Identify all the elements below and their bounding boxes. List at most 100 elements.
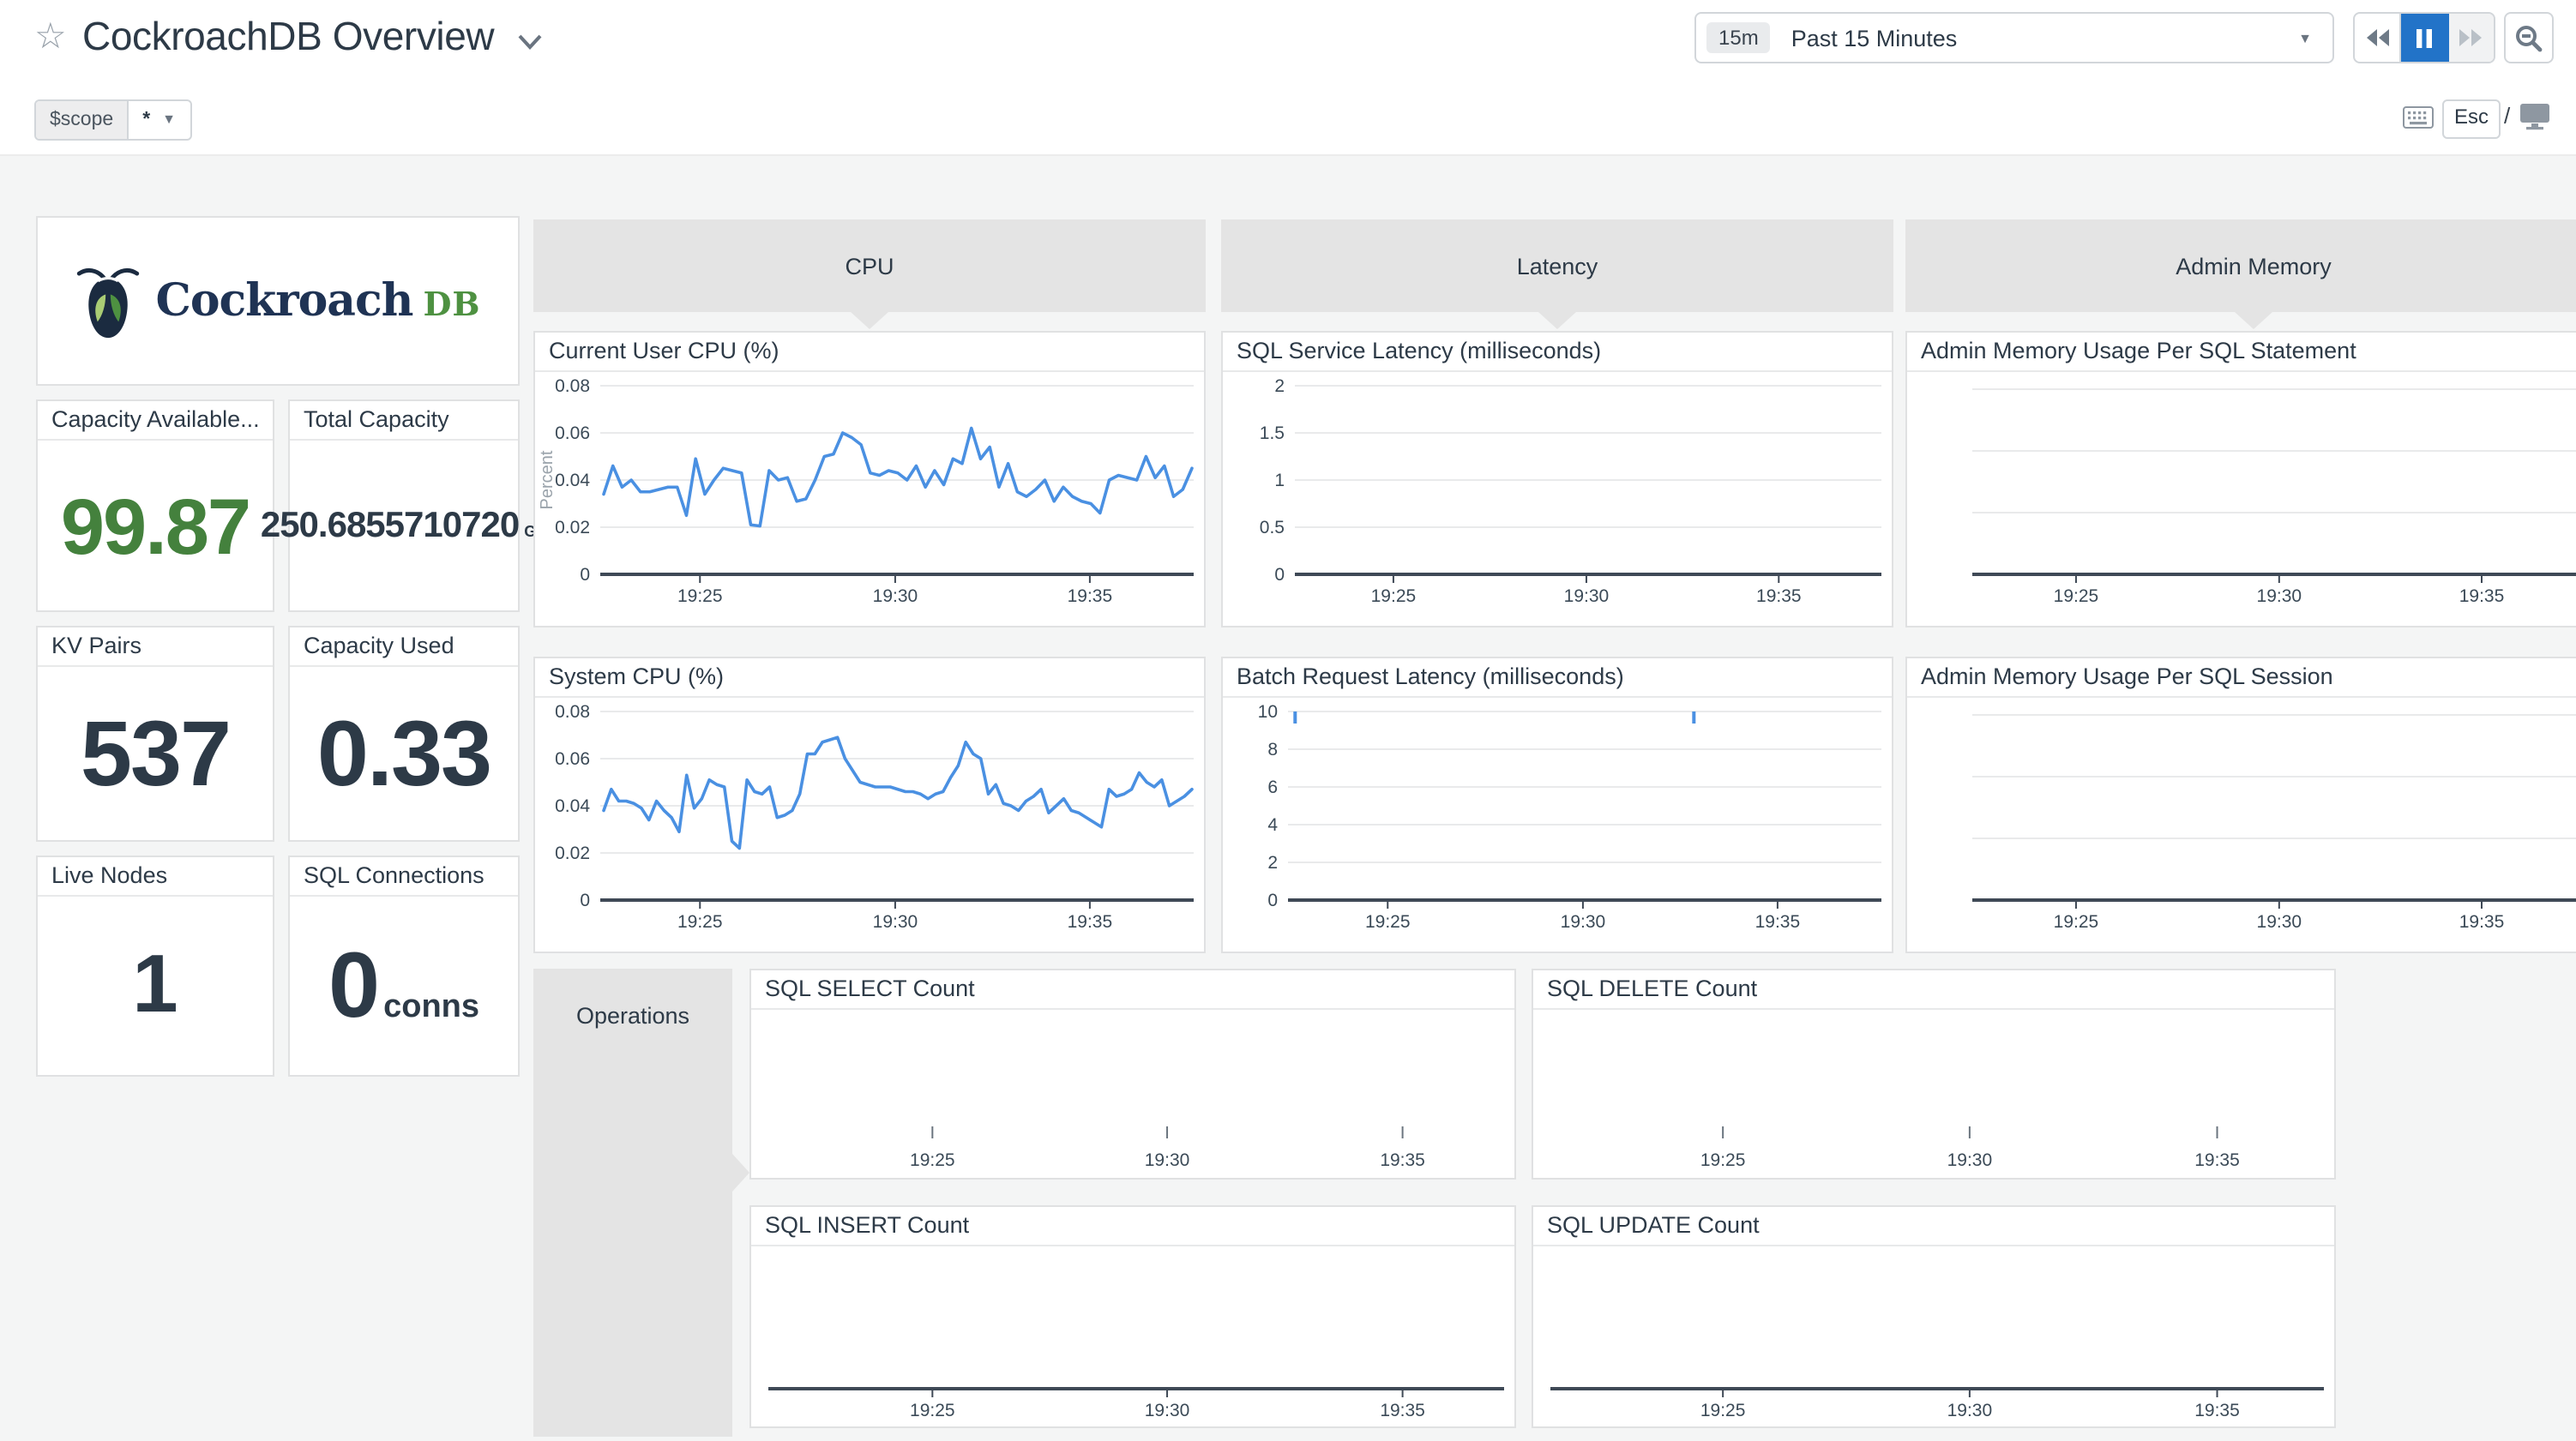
svg-text:0: 0 bbox=[1267, 891, 1278, 910]
time-range-selector[interactable]: 15m Past 15 Minutes ▼ bbox=[1694, 12, 2334, 63]
metric-sql-connections[interactable]: SQL Connections 0 conns bbox=[288, 856, 520, 1077]
chart-sql-delete-count[interactable]: 19:25 19:30 19:35 bbox=[1533, 1008, 2334, 1178]
chart-title: Current User CPU (%) bbox=[535, 333, 1204, 372]
chart-sql-insert-count[interactable]: 19:25 19:30 19:35 bbox=[751, 1245, 1514, 1426]
slash-separator: / bbox=[2504, 103, 2511, 129]
favorite-star-icon[interactable]: ☆ bbox=[34, 17, 67, 57]
panel-sql-insert-count[interactable]: SQL INSERT Count 19:25 19:30 19:35 bbox=[749, 1205, 1516, 1428]
panel-system-cpu[interactable]: System CPU (%) 0 0.02 0.04 0.06 0.08 19:25 19:… bbox=[533, 657, 1206, 953]
svg-text:0: 0 bbox=[1274, 565, 1285, 585]
group-header-cpu[interactable]: CPU bbox=[533, 219, 1206, 329]
svg-text:0.06: 0.06 bbox=[555, 749, 590, 769]
chart-title: SQL INSERT Count bbox=[751, 1207, 1514, 1246]
svg-text:19:25: 19:25 bbox=[1700, 1150, 1746, 1170]
svg-text:19:35: 19:35 bbox=[1380, 1401, 1425, 1420]
chart-title: Batch Request Latency (milliseconds) bbox=[1223, 658, 1892, 698]
chart-title: Admin Memory Usage Per SQL Session bbox=[1907, 658, 2576, 698]
caret-down-icon: ▼ bbox=[162, 111, 176, 127]
svg-text:19:25: 19:25 bbox=[1365, 912, 1411, 932]
panel-sql-select-count[interactable]: SQL SELECT Count 19:25 19:30 19:35 bbox=[749, 969, 1516, 1180]
svg-text:Percent: Percent bbox=[538, 450, 557, 509]
group-header-latency[interactable]: Latency bbox=[1221, 219, 1893, 329]
svg-text:19:35: 19:35 bbox=[2459, 912, 2505, 932]
metric-kv-pairs[interactable]: KV Pairs 537 bbox=[36, 626, 274, 842]
svg-text:0.02: 0.02 bbox=[555, 844, 590, 863]
metric-value: 250.6855710720 bbox=[260, 506, 520, 545]
metric-total-capacity[interactable]: Total Capacity 250.6855710720GB bbox=[261, 399, 547, 612]
svg-text:19:30: 19:30 bbox=[1564, 586, 1610, 606]
cockroach-bug-icon bbox=[76, 268, 139, 339]
chart-title: Admin Memory Usage Per SQL Statement bbox=[1907, 333, 2576, 372]
svg-text:19:25: 19:25 bbox=[910, 1401, 955, 1420]
metric-live-nodes[interactable]: Live Nodes 1 bbox=[36, 856, 274, 1077]
fast-forward-icon bbox=[2459, 29, 2483, 46]
panel-batch-request-latency[interactable]: Batch Request Latency (milliseconds) 0 2 4… bbox=[1221, 657, 1893, 953]
svg-text:19:30: 19:30 bbox=[1145, 1150, 1190, 1170]
svg-text:19:35: 19:35 bbox=[2194, 1401, 2240, 1420]
svg-text:19:35: 19:35 bbox=[1068, 912, 1113, 932]
metric-unit: conns bbox=[383, 989, 479, 1025]
chart-sql-update-count[interactable]: 19:25 19:30 19:35 bbox=[1533, 1245, 2334, 1426]
group-header-admin-memory[interactable]: Admin Memory bbox=[1905, 219, 2576, 329]
chart-current-user-cpu[interactable]: 0 0.02 0.04 0.06 0.08 19:25 19:30 19:35 Percent bbox=[535, 370, 1204, 626]
chart-system-cpu[interactable]: 0 0.02 0.04 0.06 0.08 19:25 19:30 19:35 bbox=[535, 696, 1204, 952]
svg-text:19:30: 19:30 bbox=[1947, 1401, 1993, 1420]
chart-title: SQL DELETE Count bbox=[1533, 970, 2334, 1010]
chart-title: SQL SELECT Count bbox=[751, 970, 1514, 1010]
svg-text:19:30: 19:30 bbox=[873, 586, 918, 606]
fast-forward-button[interactable] bbox=[2448, 14, 2494, 62]
group-pointer bbox=[1538, 312, 1576, 329]
panel-admin-memory-statement[interactable]: Admin Memory Usage Per SQL Statement 19:… bbox=[1905, 331, 2576, 627]
metric-value: 1 bbox=[132, 940, 178, 1030]
logo-wordmark: Cockroach bbox=[155, 275, 413, 327]
pause-button[interactable] bbox=[2401, 14, 2449, 62]
group-title: CPU bbox=[845, 253, 894, 279]
cockroachdb-logo-card[interactable]: Cockroach DB bbox=[36, 216, 520, 386]
chevron-down-icon[interactable] bbox=[518, 14, 542, 60]
svg-text:0: 0 bbox=[580, 565, 590, 585]
svg-text:0.5: 0.5 bbox=[1260, 518, 1285, 537]
page-title: CockroachDB Overview bbox=[82, 14, 542, 60]
svg-text:1.5: 1.5 bbox=[1260, 423, 1285, 443]
rewind-icon bbox=[2366, 29, 2389, 46]
svg-text:0.04: 0.04 bbox=[555, 471, 590, 490]
panel-sql-service-latency[interactable]: SQL Service Latency (milliseconds) 0 0.5 1… bbox=[1221, 331, 1893, 627]
panel-sql-update-count[interactable]: SQL UPDATE Count 19:25 19:30 19:35 bbox=[1532, 1205, 2336, 1428]
svg-text:19:25: 19:25 bbox=[2054, 912, 2099, 932]
svg-text:19:35: 19:35 bbox=[1755, 912, 1801, 932]
chart-batch-request-latency[interactable]: 0 2 4 6 8 10 19:25 19:30 19:35 bbox=[1223, 696, 1892, 952]
template-variable-scope[interactable]: $scope * ▼ bbox=[34, 99, 191, 141]
zoom-out-icon bbox=[2516, 25, 2543, 51]
chart-sql-service-latency[interactable]: 0 0.5 1 1.5 2 19:25 19:30 19:35 bbox=[1223, 370, 1892, 626]
metric-title: Capacity Available... bbox=[38, 401, 273, 441]
panel-current-user-cpu[interactable]: Current User CPU (%) 0 0.02 0.04 0.06 0.08 19… bbox=[533, 331, 1206, 627]
zoom-out-button[interactable] bbox=[2504, 12, 2554, 63]
svg-text:0.06: 0.06 bbox=[555, 423, 590, 443]
svg-text:19:25: 19:25 bbox=[677, 586, 723, 606]
svg-text:19:35: 19:35 bbox=[1756, 586, 1802, 606]
esc-button[interactable]: Esc bbox=[2442, 99, 2501, 139]
metric-value: 99.87 bbox=[60, 481, 251, 570]
chart-admin-memory-session[interactable]: 19:25 19:30 19:35 bbox=[1907, 696, 2576, 952]
panel-sql-delete-count[interactable]: SQL DELETE Count 19:25 19:30 19:35 bbox=[1532, 969, 2336, 1180]
group-pointer bbox=[2235, 312, 2272, 329]
svg-text:19:30: 19:30 bbox=[1947, 1150, 1993, 1170]
metric-title: Live Nodes bbox=[38, 857, 273, 897]
rewind-button[interactable] bbox=[2355, 14, 2402, 62]
metric-title: Capacity Used bbox=[290, 627, 518, 667]
svg-text:1: 1 bbox=[1274, 471, 1285, 490]
group-header-operations[interactable]: Operations bbox=[533, 969, 749, 1437]
panel-admin-memory-session[interactable]: Admin Memory Usage Per SQL Session 19:25… bbox=[1905, 657, 2576, 953]
chart-admin-memory-statement[interactable]: 19:25 19:30 19:35 bbox=[1907, 370, 2576, 626]
chart-sql-select-count[interactable]: 19:25 19:30 19:35 bbox=[751, 1008, 1514, 1178]
svg-text:6: 6 bbox=[1267, 778, 1278, 797]
keyboard-icon[interactable] bbox=[2403, 106, 2434, 137]
fullscreen-monitor-icon[interactable] bbox=[2519, 103, 2550, 139]
metric-capacity-available[interactable]: Capacity Available... 99.87 bbox=[36, 399, 274, 612]
svg-text:19:30: 19:30 bbox=[873, 912, 918, 932]
metric-capacity-used[interactable]: Capacity Used 0.33 bbox=[288, 626, 520, 842]
caret-down-icon: ▼ bbox=[2298, 30, 2312, 45]
svg-text:0.02: 0.02 bbox=[555, 518, 590, 537]
svg-text:19:25: 19:25 bbox=[1700, 1401, 1746, 1420]
